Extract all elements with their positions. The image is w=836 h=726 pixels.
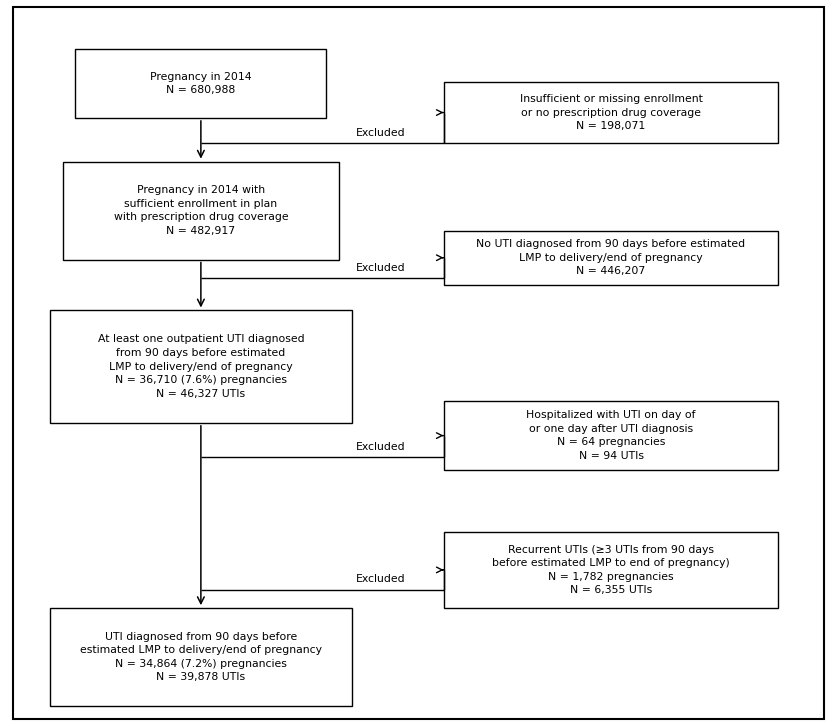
Text: Pregnancy in 2014
N = 680,988: Pregnancy in 2014 N = 680,988 (150, 72, 252, 95)
FancyBboxPatch shape (443, 401, 777, 470)
FancyBboxPatch shape (75, 49, 326, 118)
FancyBboxPatch shape (443, 231, 777, 285)
Text: Insufficient or missing enrollment
or no prescription drug coverage
N = 198,071: Insufficient or missing enrollment or no… (519, 94, 701, 131)
Text: UTI diagnosed from 90 days before
estimated LMP to delivery/end of pregnancy
N =: UTI diagnosed from 90 days before estima… (79, 632, 322, 682)
Text: Hospitalized with UTI on day of
or one day after UTI diagnosis
N = 64 pregnancie: Hospitalized with UTI on day of or one d… (526, 410, 695, 461)
FancyBboxPatch shape (443, 82, 777, 144)
Text: Excluded: Excluded (355, 128, 405, 138)
Text: Excluded: Excluded (355, 442, 405, 452)
Text: Excluded: Excluded (355, 263, 405, 273)
Text: Excluded: Excluded (355, 574, 405, 584)
Text: Recurrent UTIs (≥3 UTIs from 90 days
before estimated LMP to end of pregnancy)
N: Recurrent UTIs (≥3 UTIs from 90 days bef… (492, 544, 729, 595)
Text: At least one outpatient UTI diagnosed
from 90 days before estimated
LMP to deliv: At least one outpatient UTI diagnosed fr… (98, 335, 303, 399)
Text: Pregnancy in 2014 with
sufficient enrollment in plan
with prescription drug cove: Pregnancy in 2014 with sufficient enroll… (114, 185, 288, 236)
FancyBboxPatch shape (50, 311, 351, 423)
FancyBboxPatch shape (50, 608, 351, 706)
FancyBboxPatch shape (443, 531, 777, 608)
FancyBboxPatch shape (63, 161, 339, 260)
Text: No UTI diagnosed from 90 days before estimated
LMP to delivery/end of pregnancy
: No UTI diagnosed from 90 days before est… (476, 239, 745, 277)
